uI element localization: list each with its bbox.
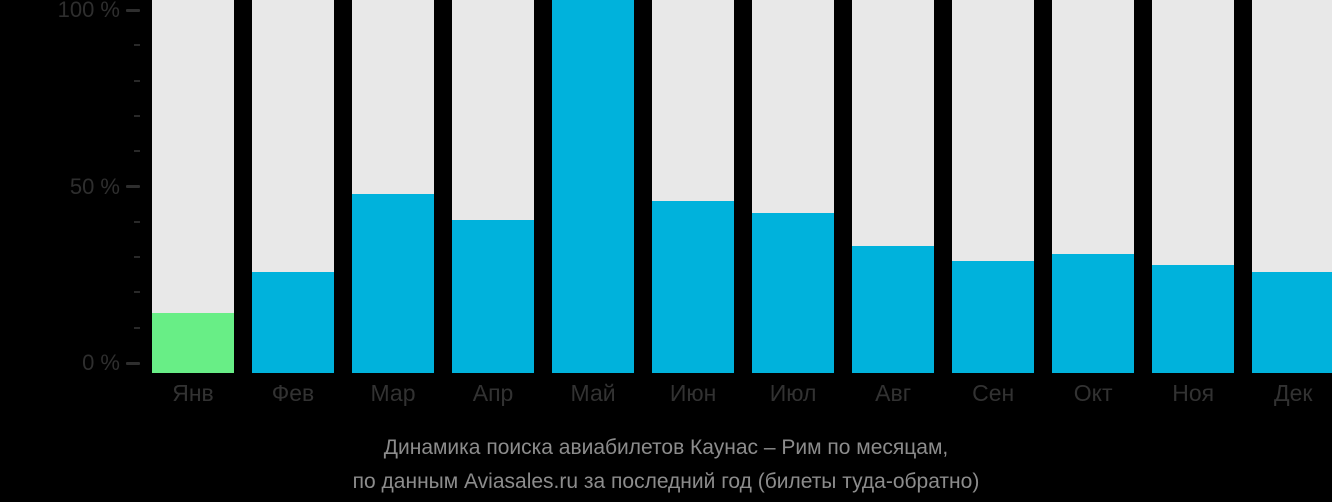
y-axis-label-100: 100 % <box>57 0 120 22</box>
month-label-sep: Сен <box>972 380 1015 406</box>
month-label-jul: Июл <box>769 380 817 406</box>
y-axis-minor-tick <box>134 291 140 294</box>
bar-may[interactable] <box>552 0 635 373</box>
bar-column-oct: Окт <box>1052 0 1135 406</box>
bar-column-mar: Мар <box>352 0 435 406</box>
bar-column-sep: Сен <box>952 0 1035 406</box>
y-axis-minor-tick <box>134 79 140 82</box>
bar-aug[interactable] <box>852 246 935 373</box>
y-axis-minor-tick <box>134 326 140 329</box>
bar-track <box>152 0 234 373</box>
month-label-may: Май <box>570 380 616 406</box>
bar-mar[interactable] <box>352 193 435 373</box>
chart-title-line2: по данным Aviasales.ru за последний год … <box>352 470 980 493</box>
bar-column-apr: Апр <box>452 0 535 406</box>
bar-oct[interactable] <box>1052 253 1135 373</box>
y-axis-minor-tick <box>134 220 140 223</box>
bar-column-dec: Дек <box>1252 0 1332 406</box>
y-axis-minor-tick <box>134 44 140 47</box>
month-label-jan: Янв <box>172 380 214 406</box>
bar-column-feb: Фев <box>252 0 335 406</box>
y-axis-minor-tick <box>134 114 140 117</box>
y-axis-minor-tick <box>134 256 140 259</box>
y-axis-label-0: 0 % <box>82 350 120 375</box>
plot-area: 100 % 50 % 0 % Янв Фев Мар Апр Май Июн Июл Авг Сен… <box>57 0 1332 406</box>
bar-jul[interactable] <box>752 212 835 373</box>
chart-title-line1: Динамика поиска авиабилетов Каунас – Рим… <box>383 436 949 459</box>
y-axis-major-tick <box>126 185 140 188</box>
bar-column-aug: Авг <box>852 0 935 406</box>
month-label-feb: Фев <box>271 380 315 406</box>
month-label-mar: Мар <box>370 380 416 406</box>
bar-sep[interactable] <box>952 261 1035 373</box>
y-axis-minor-tick <box>134 150 140 153</box>
month-label-jun: Июн <box>669 380 717 406</box>
bar-column-jul: Июл <box>752 0 835 406</box>
month-label-dec: Дек <box>1274 380 1313 406</box>
month-label-nov: Ноя <box>1172 380 1215 406</box>
bar-column-jun: Июн <box>652 0 735 406</box>
y-axis-major-tick <box>126 8 140 12</box>
month-label-oct: Окт <box>1073 380 1113 406</box>
bar-column-may: Май <box>552 0 635 406</box>
bar-jun[interactable] <box>652 201 735 373</box>
month-label-apr: Апр <box>472 380 514 406</box>
bar-jan[interactable] <box>152 313 234 373</box>
bar-dec[interactable] <box>1252 272 1332 373</box>
bar-column-jan: Янв <box>152 0 234 406</box>
chart-title: Динамика поиска авиабилетов Каунас – Рим… <box>0 431 1332 499</box>
y-axis-label-50: 50 % <box>69 173 120 199</box>
y-axis-major-tick <box>126 361 140 365</box>
bar-column-nov: Ноя <box>1152 0 1235 406</box>
bar-feb[interactable] <box>252 272 335 373</box>
bar-apr[interactable] <box>452 220 535 373</box>
month-label-aug: Авг <box>875 380 912 406</box>
bar-nov[interactable] <box>1152 264 1235 373</box>
